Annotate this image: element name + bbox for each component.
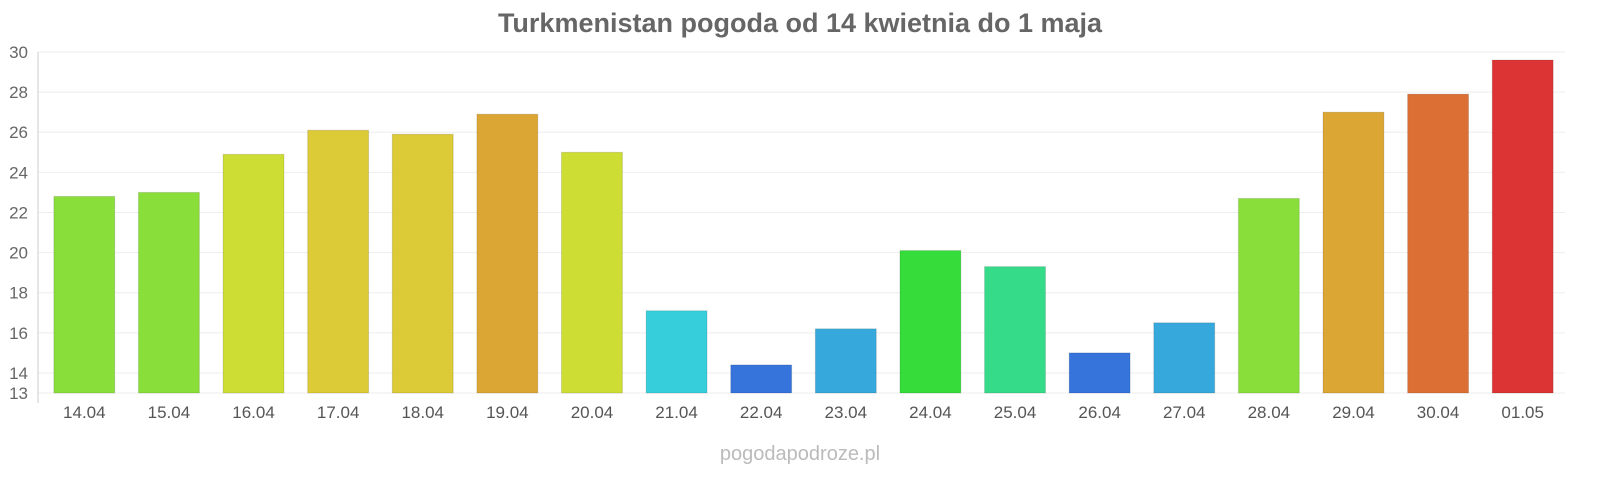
bar-01.05[interactable]: [1491, 59, 1554, 394]
bar-15.04[interactable]: [137, 191, 200, 394]
bar-30.04[interactable]: [1407, 93, 1470, 394]
chart-title: Turkmenistan pogoda od 14 kwietnia do 1 …: [498, 8, 1103, 38]
x-tick-label: 29.04: [1332, 403, 1375, 422]
x-tick-label: 18.04: [401, 403, 444, 422]
y-tick-label: 14: [9, 364, 28, 383]
bar-14.04[interactable]: [53, 195, 116, 394]
bar-29.04[interactable]: [1322, 111, 1385, 394]
y-tick-label: 18: [9, 284, 28, 303]
y-tick-label: 16: [9, 324, 28, 343]
x-tick-label: 21.04: [655, 403, 698, 422]
watermark: pogodapodroze.pl: [720, 443, 880, 465]
y-tick-label: 30: [9, 43, 28, 62]
x-tick-label: 23.04: [825, 403, 868, 422]
bar-28.04[interactable]: [1237, 197, 1300, 394]
x-tick-label: 22.04: [740, 403, 783, 422]
bar-27.04[interactable]: [1153, 322, 1216, 394]
x-tick-label: 20.04: [571, 403, 614, 422]
bar-23.04[interactable]: [814, 328, 877, 394]
bar-18.04[interactable]: [391, 133, 454, 394]
bar-24.04[interactable]: [899, 250, 962, 394]
y-tick-label: 20: [9, 244, 28, 263]
x-tick-label: 19.04: [486, 403, 529, 422]
bar-19.04[interactable]: [476, 113, 539, 394]
x-tick-label: 14.04: [63, 403, 106, 422]
x-tick-label: 01.05: [1501, 403, 1544, 422]
x-tick-label: 24.04: [909, 403, 952, 422]
y-tick-label: 26: [9, 123, 28, 142]
x-tick-label: 17.04: [317, 403, 360, 422]
bar-17.04[interactable]: [307, 129, 370, 394]
bar-21.04[interactable]: [645, 310, 708, 394]
x-tick-label: 15.04: [148, 403, 191, 422]
y-tick-label: 28: [9, 83, 28, 102]
bar-20.04[interactable]: [561, 151, 623, 394]
x-tick-label: 27.04: [1163, 403, 1206, 422]
x-tick-label: 25.04: [994, 403, 1037, 422]
bar-26.04[interactable]: [1068, 352, 1131, 394]
x-tick-label: 28.04: [1248, 403, 1291, 422]
y-tick-label: 22: [9, 203, 28, 222]
bar-16.04[interactable]: [222, 153, 285, 394]
bar-22.04[interactable]: [730, 364, 793, 394]
x-tick-label: 30.04: [1417, 403, 1460, 422]
y-tick-label: 13: [9, 384, 28, 403]
x-tick-label: 16.04: [232, 403, 275, 422]
bar-25.04[interactable]: [984, 266, 1046, 394]
x-tick-label: 26.04: [1078, 403, 1121, 422]
y-tick-label: 24: [9, 163, 28, 182]
